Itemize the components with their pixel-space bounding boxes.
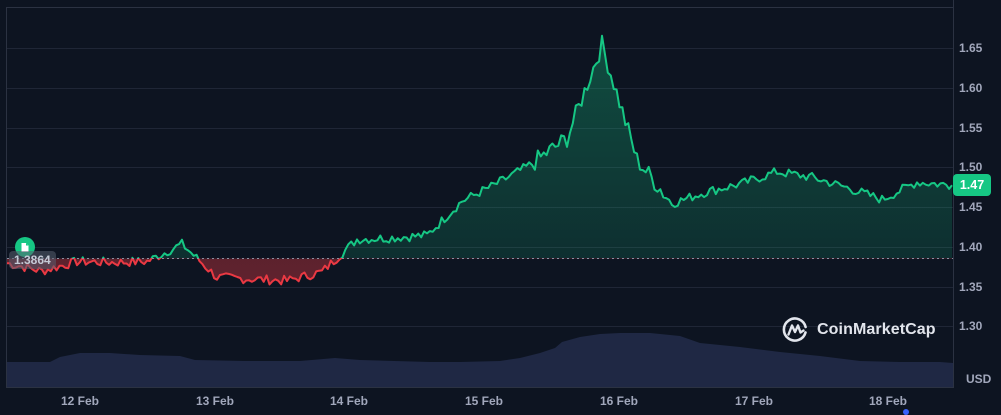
price-line-above[interactable] [7, 34, 953, 285]
x-tick-label: 13 Feb [195, 394, 235, 408]
baseline-price-tag: 1.3864 [9, 251, 56, 269]
y-tick-label: 1.65 [959, 41, 983, 55]
current-price-tag: 1.47 [953, 174, 991, 196]
price-area-above [73, 35, 952, 258]
x-tick-label: 17 Feb [734, 394, 774, 408]
y-tick-label: 1.55 [959, 121, 983, 135]
x-tick-label: 18 Feb [868, 394, 908, 408]
y-tick-label: 1.45 [959, 200, 983, 214]
x-tick-label: 14 Feb [329, 394, 369, 408]
currency-label: USD [966, 372, 992, 386]
x-tick-label: 12 Feb [60, 394, 100, 408]
time-marker-dot [903, 409, 909, 415]
volume-bars [7, 333, 953, 387]
y-tick-label: 1.60 [959, 81, 983, 95]
coinmarketcap-logo: CoinMarketCap [781, 316, 936, 344]
y-tick-label: 1.30 [959, 319, 983, 333]
x-tick-label: 15 Feb [464, 394, 504, 408]
coinmarketcap-logo-icon [782, 317, 807, 342]
coinmarketcap-logo-text: CoinMarketCap [817, 321, 936, 338]
y-tick-label: 1.35 [959, 280, 983, 294]
baseline-price-value: 1.3864 [14, 253, 51, 267]
y-tick-label: 1.50 [959, 160, 983, 174]
x-tick-label: 16 Feb [599, 394, 639, 408]
current-price-value: 1.47 [959, 178, 985, 192]
y-tick-label: 1.40 [959, 240, 983, 254]
price-area-below [7, 258, 952, 285]
